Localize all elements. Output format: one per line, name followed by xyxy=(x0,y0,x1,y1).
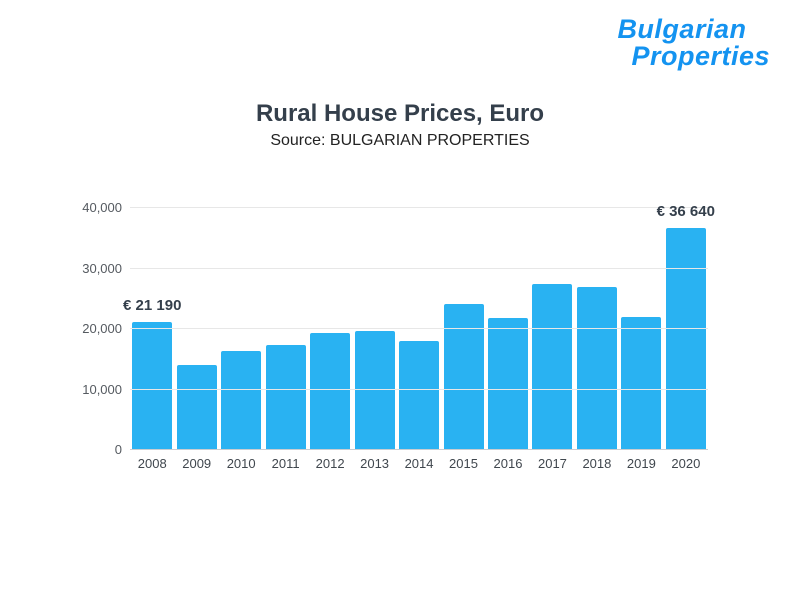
bar-value-annotation: € 36 640 xyxy=(656,203,715,221)
bar-slot xyxy=(263,208,307,450)
x-tick-label: 2014 xyxy=(404,456,434,471)
bar-slot xyxy=(619,208,663,450)
bar-slot xyxy=(308,208,352,450)
bar-2017 xyxy=(532,283,573,450)
bar-slot xyxy=(530,208,574,450)
bar-slot xyxy=(575,208,619,450)
bar-2020 xyxy=(665,228,706,450)
bar-value-annotation: € 21 190 xyxy=(123,296,182,314)
x-tick-label: 2009 xyxy=(182,456,212,471)
bar-2011 xyxy=(265,344,306,450)
logo-line2: Properties xyxy=(631,41,770,71)
bar-slot xyxy=(397,208,441,450)
bar-slot xyxy=(130,208,174,450)
x-tick-label: 2013 xyxy=(360,456,390,471)
x-tick-label: 2008 xyxy=(137,456,167,471)
bar-slot xyxy=(174,208,218,450)
bar-2019 xyxy=(621,316,662,450)
x-tick-label: 2011 xyxy=(271,456,300,471)
bars xyxy=(130,208,708,450)
x-tick-label: 2010 xyxy=(226,456,256,471)
y-tick-label: 10,000 xyxy=(82,381,122,397)
y-axis: 0 10,000 20,000 30,000 40,000 xyxy=(60,200,122,457)
bar-slot xyxy=(219,208,263,450)
x-axis: 2008 2009 2010 2011 2012 2013 2014 2015 2016 2017… xyxy=(130,456,708,471)
x-tick-label: 2018 xyxy=(582,456,612,471)
y-tick-label: 0 xyxy=(114,442,122,457)
y-tick-label: 30,000 xyxy=(82,260,122,276)
y-tick-label: 40,000 xyxy=(82,200,122,215)
bar-2008 xyxy=(132,321,173,450)
x-tick-label: 2012 xyxy=(315,456,345,471)
chart-title: Rural House Prices, Euro xyxy=(255,100,545,127)
x-tick-label: 2019 xyxy=(626,456,656,471)
bar-slot xyxy=(486,208,530,450)
x-tick-label: 2016 xyxy=(493,456,523,471)
bar-2012 xyxy=(310,333,351,450)
gridline xyxy=(130,449,708,450)
plot-area: € 21 190 € 36 640 xyxy=(123,203,715,450)
bar-2015 xyxy=(443,304,484,450)
bar-2010 xyxy=(221,350,262,450)
y-tick-label: 20,000 xyxy=(82,321,122,336)
gridline xyxy=(130,388,708,390)
gridline xyxy=(130,267,708,269)
gridline xyxy=(130,207,708,208)
bar-chart: 0 10,000 20,000 30,000 40,000 € 21 190 € 36 6… xyxy=(60,195,740,480)
bulgarian-properties-logo: Bulgarian Properties xyxy=(617,16,770,70)
bar-slot xyxy=(441,208,485,450)
x-tick-label: 2020 xyxy=(671,456,701,471)
bar-slot xyxy=(352,208,396,450)
chart-subtitle: Source: BULGARIAN PROPERTIES xyxy=(270,132,530,149)
gridline xyxy=(130,328,708,329)
bar-2013 xyxy=(354,330,395,450)
x-tick-label: 2015 xyxy=(449,456,478,471)
x-tick-label: 2017 xyxy=(537,456,567,471)
bar-slot xyxy=(664,208,708,450)
bar-2016 xyxy=(487,318,528,450)
bar-2014 xyxy=(399,341,440,450)
logo-line1: Bulgarian xyxy=(617,14,747,44)
bar-2009 xyxy=(176,365,217,450)
bar-2018 xyxy=(576,287,617,450)
